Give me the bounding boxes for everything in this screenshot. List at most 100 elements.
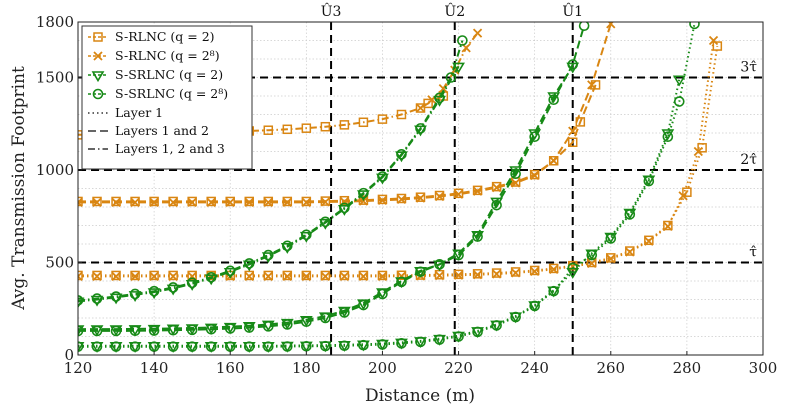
data-point	[78, 270, 83, 281]
data-point	[339, 307, 350, 318]
data-point	[282, 197, 292, 208]
data-point	[693, 146, 703, 157]
data-point	[528, 129, 542, 141]
data-point	[682, 187, 692, 197]
y-tick-label: 1000	[36, 161, 74, 179]
data-point	[90, 295, 104, 307]
data-point	[530, 266, 540, 277]
data-point	[567, 59, 579, 70]
data-point	[130, 197, 140, 208]
data-point	[320, 271, 330, 282]
data-point	[529, 169, 540, 180]
data-point	[548, 156, 559, 166]
data-point	[510, 168, 521, 179]
data-point	[415, 192, 426, 202]
data-point	[415, 266, 426, 278]
data-point	[358, 187, 369, 199]
data-point	[491, 269, 502, 279]
data-point	[377, 114, 388, 124]
data-point	[224, 323, 236, 334]
data-point	[147, 288, 161, 300]
data-point	[438, 83, 448, 94]
data-point	[547, 92, 561, 104]
data-point	[167, 324, 179, 336]
data-point	[377, 171, 388, 182]
data-point	[396, 148, 407, 160]
data-point	[511, 178, 521, 188]
data-point	[128, 291, 142, 302]
data-point	[109, 293, 123, 305]
legend-marker	[93, 51, 103, 61]
data-point	[91, 325, 103, 337]
x-tick-label: 180	[292, 359, 321, 377]
series-9	[78, 22, 590, 337]
data-point	[491, 182, 502, 193]
data-point	[548, 94, 559, 105]
x-tick-label: 300	[749, 359, 778, 377]
legend-marker	[92, 88, 104, 100]
series-11	[78, 35, 468, 306]
data-point	[225, 197, 235, 208]
data-point	[434, 92, 445, 104]
data-point	[358, 299, 369, 311]
data-point	[566, 267, 580, 279]
series-line	[78, 79, 681, 347]
data-point	[111, 197, 121, 208]
data-point	[301, 270, 312, 281]
vertical-threshold-label: Û3	[321, 2, 342, 20]
data-point	[92, 271, 102, 282]
data-point	[282, 271, 292, 282]
horizontal-threshold-label: τ̂	[749, 245, 757, 261]
data-point	[643, 175, 655, 187]
data-point	[549, 264, 559, 274]
data-point	[320, 340, 331, 352]
data-point	[396, 109, 407, 120]
legend-marker	[91, 71, 105, 83]
data-point	[244, 197, 254, 208]
data-point	[529, 131, 540, 142]
data-point	[586, 249, 598, 261]
data-point	[606, 253, 616, 263]
data-point	[92, 197, 102, 208]
data-point	[110, 341, 122, 352]
data-point	[301, 316, 312, 328]
data-point	[445, 72, 457, 83]
data-point	[376, 173, 389, 185]
data-point	[606, 22, 616, 29]
plot-frame	[77, 21, 764, 356]
data-point	[111, 270, 121, 281]
legend-entry: S-SRLNC (q = 2)	[88, 67, 223, 83]
data-point	[530, 170, 540, 181]
x-tick-label: 140	[140, 359, 169, 377]
series-line	[78, 40, 464, 302]
data-point	[111, 271, 121, 282]
data-point	[205, 341, 217, 352]
data-point	[509, 166, 523, 178]
data-point	[187, 197, 197, 208]
ticks: 120 140 160 180 200 220 240 260 280 300 0 500 1000 15…	[36, 13, 778, 377]
y-tick-label: 1500	[36, 69, 74, 87]
data-point	[662, 131, 674, 142]
legend: S-RLNC (q = 2) S-RLNC (q = 2⁸) S-SRLNC (q …	[81, 25, 253, 170]
data-point	[434, 334, 445, 345]
x-tick-label: 280	[673, 359, 702, 377]
data-point	[78, 325, 84, 337]
data-point	[130, 270, 140, 281]
data-point	[282, 341, 293, 352]
data-point	[587, 80, 597, 90]
data-point	[568, 126, 578, 136]
data-point	[453, 249, 464, 261]
data-point	[91, 341, 103, 352]
data-point	[185, 279, 199, 291]
series-line	[78, 25, 586, 332]
data-point	[243, 341, 255, 352]
x-tick-label: 200	[368, 359, 397, 377]
data-point	[624, 209, 636, 220]
y-axis-label: Avg. Transmission Footprint	[9, 66, 29, 311]
data-point	[491, 268, 502, 278]
series-layer	[78, 22, 723, 353]
legend-entry: S-RLNC (q = 2⁸)	[88, 48, 220, 63]
data-point	[578, 22, 590, 31]
series-line	[78, 65, 574, 331]
data-point	[672, 75, 686, 87]
